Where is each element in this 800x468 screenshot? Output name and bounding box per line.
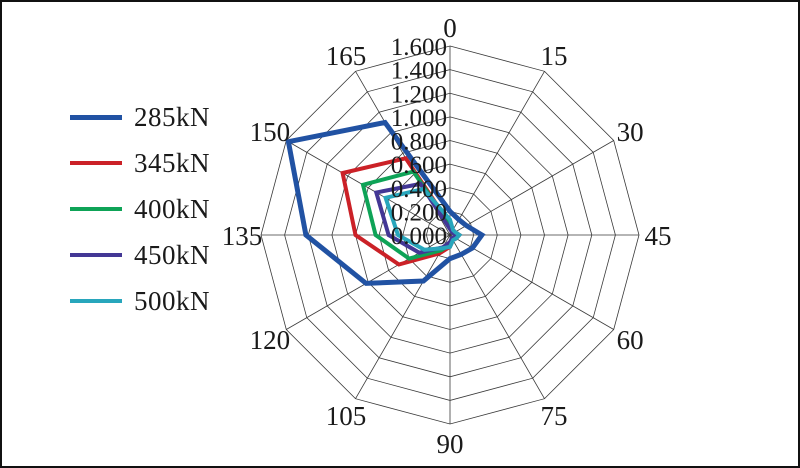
grid-spoke — [449, 234, 614, 330]
series-polygon-500kN — [383, 186, 463, 252]
radial-tick-label-1.600: 1.600 — [391, 34, 447, 61]
legend-item-450kn: 450kN — [70, 241, 210, 269]
angle-label-120: 120 — [250, 325, 291, 355]
legend-label: 500kN — [134, 285, 210, 316]
grid-spoke — [286, 140, 451, 236]
radial-tick-label-0.200: 0.200 — [391, 199, 447, 226]
radial-tick-label-1.400: 1.400 — [391, 58, 447, 85]
radial-tick-label-0.800: 0.800 — [391, 129, 447, 156]
angle-label-150: 150 — [250, 117, 291, 147]
legend-item-400kn: 400kN — [70, 195, 210, 223]
series-polygon-285kN — [285, 119, 486, 286]
grid-spoke — [449, 140, 614, 236]
legend-swatch-500kn — [70, 299, 122, 303]
legend-label: 345kN — [134, 147, 210, 178]
angle-label-45: 45 — [645, 221, 672, 251]
radial-tick-label-0.000: 0.000 — [391, 223, 447, 250]
angle-label-90: 90 — [437, 429, 464, 459]
angle-label-0: 0 — [443, 13, 457, 43]
radial-tick-label-0.400: 0.400 — [391, 176, 447, 203]
angle-label-60: 60 — [617, 325, 644, 355]
legend-swatch-450kn — [70, 253, 122, 257]
angle-label-105: 105 — [326, 401, 367, 431]
legend: 285kN 345kN 400kN 450kN 500kN — [70, 103, 210, 333]
legend-item-500kn: 500kN — [70, 287, 210, 315]
legend-label: 285kN — [134, 101, 210, 132]
legend-swatch-345kn — [70, 161, 122, 165]
radial-tick-label-1.000: 1.000 — [391, 105, 447, 132]
legend-item-345kn: 345kN — [70, 149, 210, 177]
legend-label: 400kN — [134, 193, 210, 224]
legend-swatch-285kn — [70, 114, 122, 120]
legend-swatch-400kn — [70, 207, 122, 211]
angle-label-30: 30 — [617, 117, 644, 147]
legend-item-285kn: 285kN — [70, 103, 210, 131]
angle-label-165: 165 — [326, 41, 367, 71]
grid-spoke — [355, 234, 451, 399]
legend-label: 450kN — [134, 239, 210, 270]
radial-tick-label-0.600: 0.600 — [391, 152, 447, 179]
angle-label-75: 75 — [541, 401, 568, 431]
angle-label-15: 15 — [541, 41, 568, 71]
grid-spoke — [449, 71, 545, 236]
radial-tick-label-1.200: 1.200 — [391, 81, 447, 108]
angle-label-135: 135 — [222, 221, 263, 251]
grid-spoke — [449, 234, 545, 399]
